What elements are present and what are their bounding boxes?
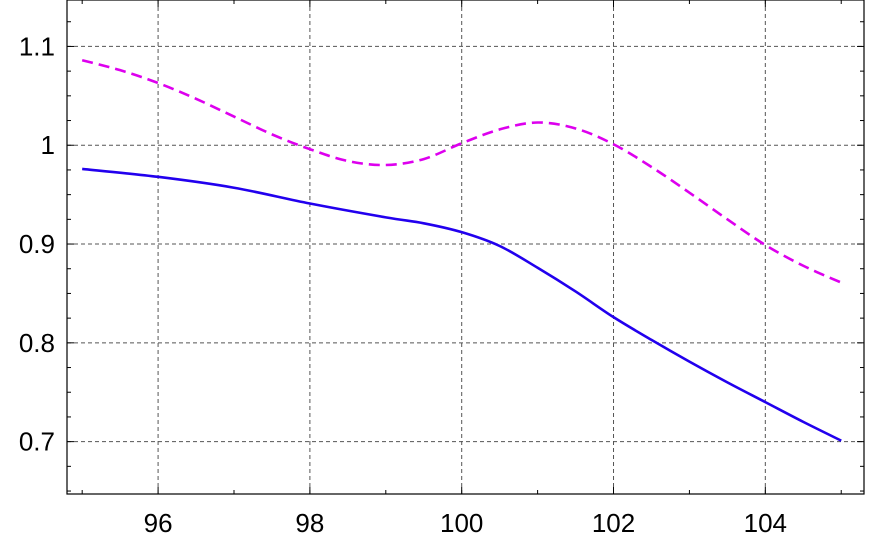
x-tick-label: 100 (440, 508, 483, 538)
label-layer: 96 98 100 102 104 0.7 0.8 0.9 1 1.1 (19, 31, 787, 538)
series-layer (81, 59, 842, 442)
x-tick-label: 96 (144, 508, 173, 538)
y-tick-label: 0.9 (19, 229, 55, 259)
grid-layer (67, 0, 864, 494)
tick-layer (67, 0, 864, 494)
x-tick-label: 104 (744, 508, 787, 538)
series-line-dashed (81, 59, 842, 284)
x-tick-label: 98 (295, 508, 324, 538)
y-tick-label: 0.7 (19, 427, 55, 457)
x-tick-label: 102 (592, 508, 635, 538)
y-tick-label: 1 (41, 130, 55, 160)
y-tick-label: 0.8 (19, 328, 55, 358)
plot-frame (66, 0, 865, 495)
y-tick-label: 1.1 (19, 31, 55, 61)
series-line-solid (82, 167, 842, 442)
